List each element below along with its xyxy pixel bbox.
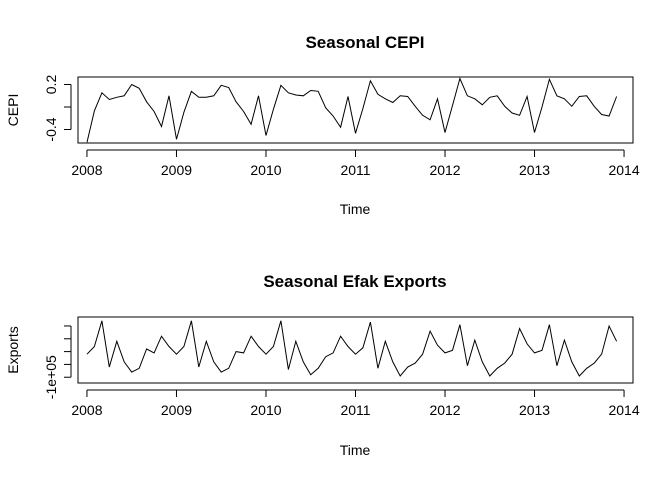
x-axis-label: Time — [340, 201, 371, 217]
plot-box — [77, 316, 634, 384]
y-axis: -1e+05 — [43, 325, 72, 399]
plot-box — [77, 76, 634, 144]
x-axis: 2008 2009 2010 2011 2012 2013 2014 — [71, 389, 640, 418]
series-line — [86, 76, 618, 143]
chart-title: Seasonal Efak Exports — [263, 272, 446, 291]
x-tick-label: 2010 — [250, 162, 281, 178]
x-tick-label: 2010 — [250, 402, 281, 418]
series-line — [86, 320, 618, 377]
y-tick-label: 0.2 — [43, 75, 59, 95]
x-tick-label: 2011 — [340, 162, 370, 178]
x-tick-label: 2012 — [429, 162, 460, 178]
x-tick-label: 2009 — [161, 402, 192, 418]
y-tick-label: -1e+05 — [43, 355, 59, 399]
x-tick-label: 2013 — [519, 402, 550, 418]
x-tick-label: 2011 — [340, 402, 370, 418]
x-tick-label: 2014 — [608, 402, 639, 418]
y-tick-label: -0.4 — [43, 117, 59, 141]
y-axis: -0.4 0.2 — [43, 75, 72, 142]
y-axis-label: Exports — [5, 326, 21, 373]
x-axis: 2008 2009 2010 2011 2012 2013 2014 — [71, 149, 640, 178]
x-tick-label: 2008 — [71, 162, 102, 178]
chart-title: Seasonal CEPI — [305, 33, 424, 52]
x-axis-label: Time — [340, 442, 371, 458]
x-tick-label: 2013 — [519, 162, 550, 178]
x-tick-label: 2012 — [429, 402, 460, 418]
x-tick-label: 2008 — [71, 402, 102, 418]
y-axis-label: CEPI — [5, 94, 21, 127]
data-points — [86, 320, 618, 377]
x-tick-label: 2014 — [608, 162, 639, 178]
exports-panel: Seasonal Efak Exports 2008 2009 2010 2011 20… — [5, 272, 640, 458]
cepi-panel: Seasonal CEPI 2008 2009 2010 2011 2012 2013 20… — [5, 33, 640, 217]
x-tick-label: 2009 — [161, 162, 192, 178]
